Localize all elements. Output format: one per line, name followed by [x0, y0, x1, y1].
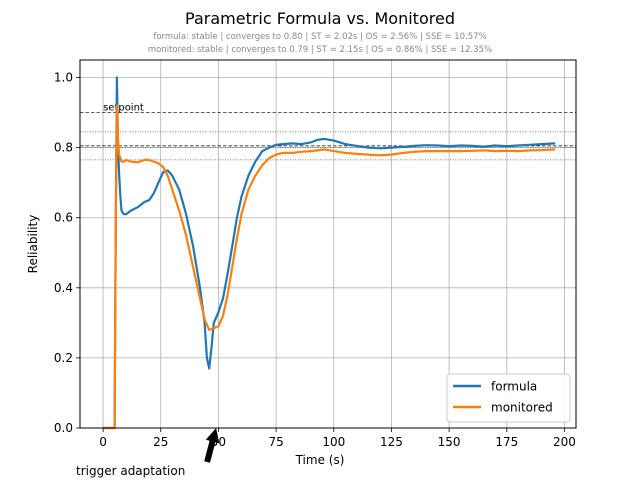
y-tick-label: 0.6	[54, 211, 73, 225]
grid	[80, 60, 576, 429]
annotation-arrow	[204, 428, 220, 463]
trigger-annotation: trigger adaptation	[76, 428, 220, 478]
y-axis-label: Reliability	[26, 215, 40, 274]
plot-frame	[79, 59, 577, 429]
x-axis-label: Time (s)	[295, 453, 345, 467]
series-line-monitored	[103, 104, 556, 430]
annotation-text: trigger adaptation	[76, 464, 185, 478]
x-tick-label: 200	[553, 435, 576, 449]
x-tick-label: 125	[380, 435, 403, 449]
y-tick-label: 0.2	[54, 351, 73, 365]
chart-title: Parametric Formula vs. Monitored	[185, 9, 455, 28]
legend-label-monitored: monitored	[491, 401, 553, 415]
x-tick-label: 100	[322, 435, 345, 449]
x-tick-label: 150	[438, 435, 461, 449]
chart-subtitle-monitored: monitored: stable | converges to 0.79 | …	[148, 45, 492, 55]
x-tick-label: 0	[99, 435, 107, 449]
series-lines	[103, 76, 556, 430]
y-tick-label: 1.0	[54, 71, 73, 85]
y-tick-label: 0.8	[54, 141, 73, 155]
y-tick-label: 0.0	[54, 421, 73, 435]
legend: formula monitored	[446, 373, 571, 423]
x-tick-label: 25	[153, 435, 168, 449]
x-tick-label: 175	[495, 435, 518, 449]
y-axis-ticks: 0.0 0.2 0.4 0.6 0.8 1.0	[54, 71, 80, 435]
reference-line-label: setpoint	[103, 103, 144, 114]
x-tick-label: 75	[268, 435, 283, 449]
y-tick-label: 0.4	[54, 281, 73, 295]
series-line-formula	[103, 76, 556, 430]
x-axis-ticks: 0255075100125150175200	[99, 428, 576, 449]
legend-label-formula: formula	[491, 380, 537, 394]
chart-subtitle-formula: formula: stable | converges to 0.80 | ST…	[153, 32, 486, 42]
